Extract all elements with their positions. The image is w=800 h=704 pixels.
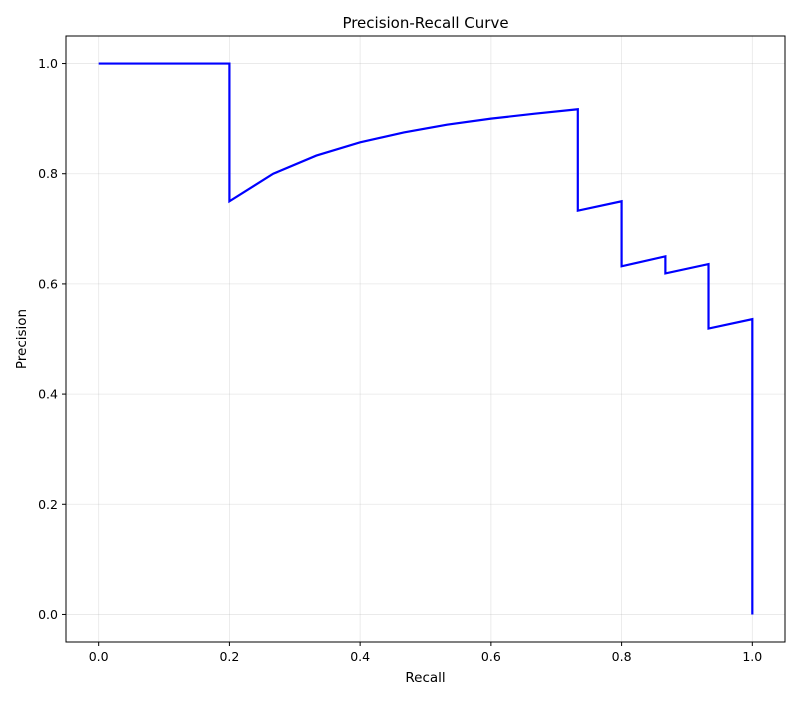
y-tick-label: 1.0 xyxy=(38,56,58,71)
y-tick-label: 0.0 xyxy=(38,607,58,622)
x-tick-label: 0.2 xyxy=(219,649,239,664)
x-tick-label: 0.6 xyxy=(481,649,501,664)
x-tick-label: 0.8 xyxy=(612,649,632,664)
pr-curve-line xyxy=(98,62,754,615)
x-tick-label: 0.4 xyxy=(350,649,370,664)
x-axis-label: Recall xyxy=(405,670,445,686)
series-layer xyxy=(98,62,754,615)
x-tick-label: 1.0 xyxy=(742,649,762,664)
plot-frame xyxy=(65,35,786,643)
y-axis-label: Precision xyxy=(14,309,30,369)
y-tick-label: 0.2 xyxy=(38,497,58,512)
x-tick-label: 0.0 xyxy=(89,649,109,664)
tick-layer: 0.0 0.2 0.4 0.6 0.8 1.0 0.0 0.2 0.4 0.6 0.8 1.0 xyxy=(38,56,762,664)
y-tick-label: 0.8 xyxy=(38,166,58,181)
chart-title: Precision-Recall Curve xyxy=(342,14,508,32)
grid-layer xyxy=(66,36,785,642)
y-tick-label: 0.6 xyxy=(38,276,58,291)
y-tick-label: 0.4 xyxy=(38,387,58,402)
